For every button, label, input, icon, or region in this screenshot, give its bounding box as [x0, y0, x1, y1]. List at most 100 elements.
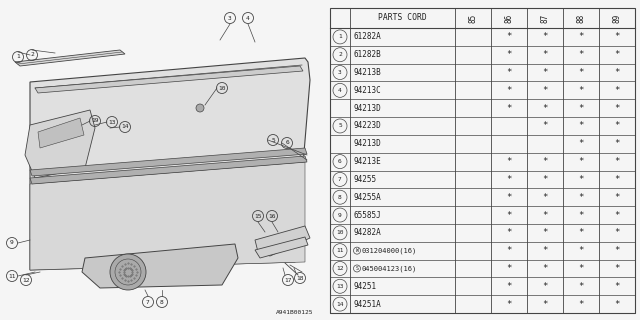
Text: 2: 2: [30, 52, 34, 58]
Text: 94213D: 94213D: [353, 139, 381, 148]
Text: *: *: [506, 50, 512, 59]
Text: *: *: [579, 122, 584, 131]
Polygon shape: [15, 50, 125, 66]
Polygon shape: [38, 118, 84, 148]
Text: *: *: [506, 193, 512, 202]
Text: 12: 12: [22, 277, 29, 283]
Text: 15: 15: [254, 213, 262, 219]
Text: *: *: [614, 157, 620, 166]
Text: 7: 7: [146, 300, 150, 305]
Text: *: *: [614, 139, 620, 148]
Text: 18: 18: [296, 276, 304, 281]
Text: 94255: 94255: [353, 175, 376, 184]
Text: *: *: [506, 282, 512, 291]
Text: *: *: [579, 264, 584, 273]
Text: *: *: [614, 175, 620, 184]
Text: *: *: [506, 264, 512, 273]
Text: 5: 5: [271, 138, 275, 142]
Text: 61282B: 61282B: [353, 50, 381, 59]
Text: *: *: [542, 104, 548, 113]
Text: 5: 5: [338, 124, 342, 128]
Text: 9: 9: [10, 241, 14, 245]
Text: *: *: [614, 122, 620, 131]
Text: *: *: [542, 211, 548, 220]
Text: 4: 4: [338, 88, 342, 93]
Text: *: *: [614, 50, 620, 59]
Text: 4: 4: [246, 15, 250, 20]
Text: *: *: [506, 86, 512, 95]
Text: *: *: [579, 139, 584, 148]
Polygon shape: [30, 148, 307, 176]
Text: *: *: [542, 228, 548, 237]
Text: *: *: [579, 157, 584, 166]
Text: *: *: [506, 157, 512, 166]
Polygon shape: [35, 66, 303, 93]
Text: *: *: [542, 157, 548, 166]
Text: *: *: [579, 211, 584, 220]
Circle shape: [196, 104, 204, 112]
Polygon shape: [255, 226, 310, 256]
Text: *: *: [506, 211, 512, 220]
Text: 10: 10: [218, 85, 226, 91]
Text: *: *: [579, 193, 584, 202]
Text: 94213D: 94213D: [353, 104, 381, 113]
Bar: [330, 8, 635, 313]
Text: *: *: [506, 104, 512, 113]
Text: 7: 7: [338, 177, 342, 182]
Text: 61282A: 61282A: [353, 32, 381, 41]
Text: *: *: [542, 246, 548, 255]
Text: *: *: [542, 122, 548, 131]
Text: *: *: [614, 68, 620, 77]
Text: 94251A: 94251A: [353, 300, 381, 308]
Text: 13: 13: [108, 119, 116, 124]
Polygon shape: [30, 162, 305, 270]
Polygon shape: [30, 58, 310, 270]
Text: *: *: [614, 282, 620, 291]
Text: *: *: [579, 175, 584, 184]
Text: 14: 14: [336, 301, 344, 307]
Text: 88: 88: [577, 13, 586, 23]
Text: *: *: [506, 175, 512, 184]
Text: 6: 6: [285, 140, 289, 146]
Text: *: *: [542, 193, 548, 202]
Text: 94213E: 94213E: [353, 157, 381, 166]
Text: 3: 3: [228, 15, 232, 20]
Text: 13: 13: [336, 284, 344, 289]
Text: *: *: [614, 228, 620, 237]
Text: 11: 11: [8, 274, 16, 278]
Text: 1: 1: [338, 35, 342, 39]
Text: 94282A: 94282A: [353, 228, 381, 237]
Text: 14: 14: [121, 124, 129, 130]
Text: 8: 8: [338, 195, 342, 200]
Text: S: S: [356, 266, 358, 271]
Text: 11: 11: [336, 248, 344, 253]
Text: *: *: [506, 32, 512, 41]
Text: *: *: [579, 86, 584, 95]
Text: *: *: [542, 264, 548, 273]
Text: *: *: [542, 300, 548, 308]
Text: 19: 19: [92, 118, 99, 124]
Text: 2: 2: [338, 52, 342, 57]
Text: 12: 12: [336, 266, 344, 271]
Text: 031204000(16): 031204000(16): [362, 247, 417, 254]
Text: 3: 3: [338, 70, 342, 75]
Text: W: W: [356, 248, 358, 253]
Text: *: *: [614, 86, 620, 95]
Text: *: *: [542, 86, 548, 95]
Text: 8: 8: [160, 300, 164, 305]
Text: *: *: [506, 246, 512, 255]
Text: *: *: [542, 68, 548, 77]
Text: A941B00125: A941B00125: [275, 310, 313, 315]
Text: 85: 85: [468, 13, 477, 23]
Text: *: *: [579, 32, 584, 41]
Text: 6: 6: [338, 159, 342, 164]
Polygon shape: [30, 156, 307, 184]
Text: *: *: [614, 264, 620, 273]
Text: 94213C: 94213C: [353, 86, 381, 95]
Polygon shape: [255, 237, 308, 258]
Text: 1: 1: [16, 54, 20, 60]
Text: *: *: [614, 32, 620, 41]
Polygon shape: [82, 244, 238, 288]
Text: *: *: [579, 282, 584, 291]
Text: 94251: 94251: [353, 282, 376, 291]
